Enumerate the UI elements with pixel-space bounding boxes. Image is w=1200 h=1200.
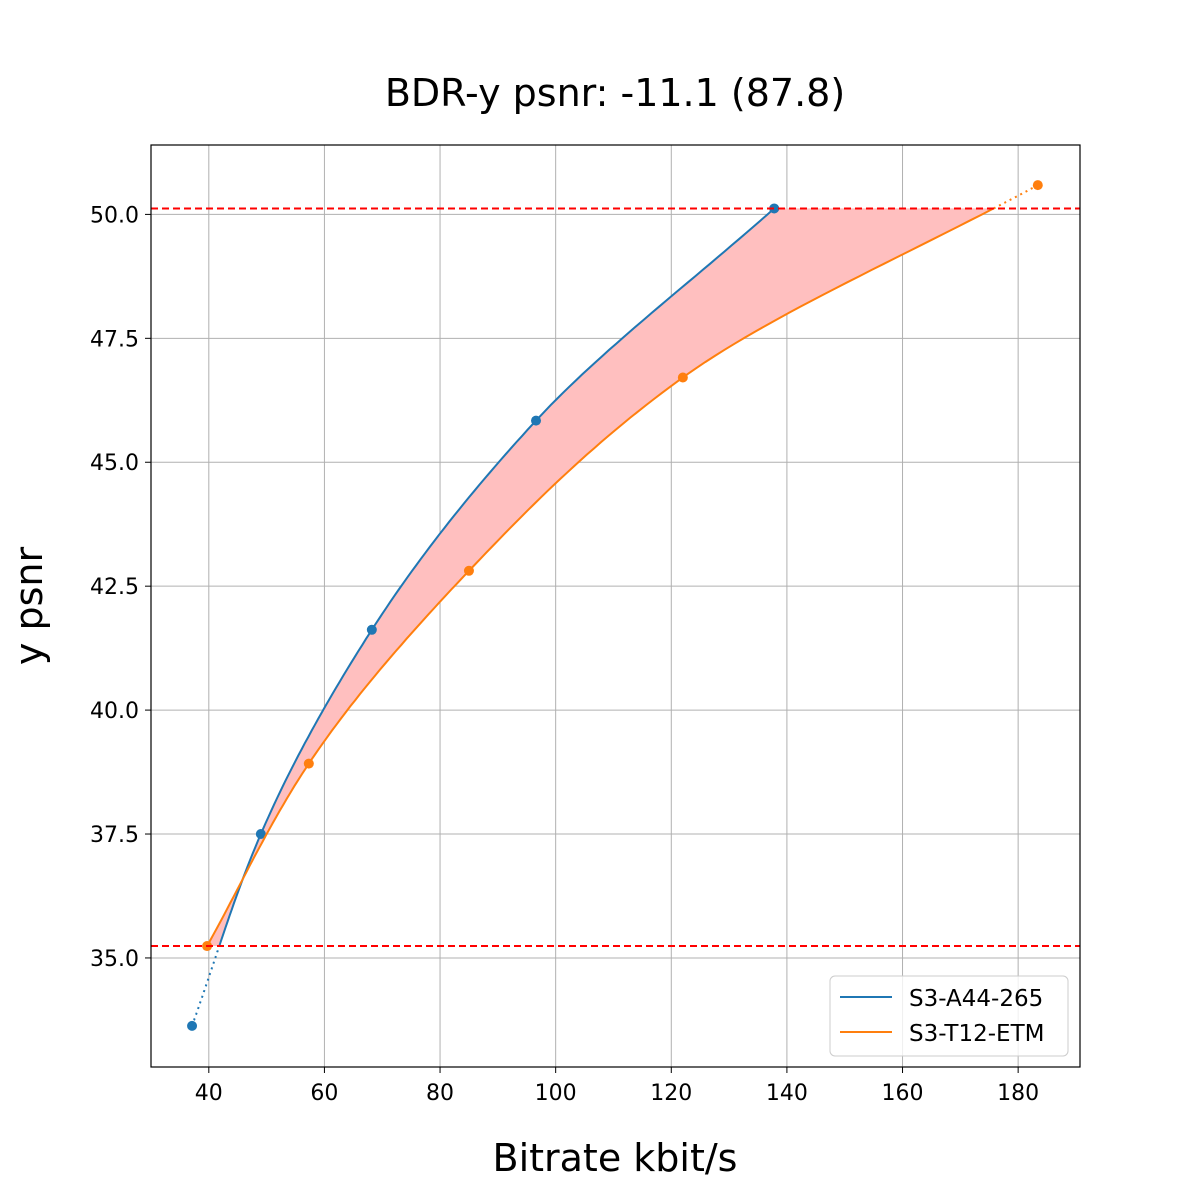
bdr-fill-polygon (207, 208, 994, 946)
chart-title: BDR-y psnr: -11.1 (87.8) (385, 71, 845, 115)
bdr-fill-area (207, 208, 994, 946)
data-point-0 (366, 624, 377, 635)
series-extrapolation-0 (191, 945, 221, 1027)
x-tick-label: 140 (766, 1081, 808, 1106)
data-point-0 (255, 829, 266, 840)
grid (151, 145, 1080, 1067)
y-tick-label: 37.5 (90, 823, 139, 848)
y-tick-label: 42.5 (90, 575, 139, 600)
y-tick-label: 40.0 (90, 699, 139, 724)
data-point-1 (1032, 180, 1043, 191)
data-point-1 (303, 758, 314, 769)
x-tick-label: 40 (195, 1081, 223, 1106)
threshold-lines (151, 207, 1080, 948)
plot-frame (150, 144, 1081, 1068)
data-point-1 (463, 565, 474, 576)
y-axis-label: y psnr (7, 547, 51, 666)
x-tick-label: 160 (882, 1081, 924, 1106)
x-tick-label: 100 (535, 1081, 577, 1106)
legend: S3-A44-265 S3-T12-ETM (829, 975, 1069, 1057)
x-axis-label: Bitrate kbit/s (493, 1136, 738, 1180)
y-tick-label: 35.0 (90, 947, 139, 972)
data-point-0 (187, 1020, 198, 1031)
series-lines (187, 180, 1043, 1031)
x-tick-label: 120 (650, 1081, 692, 1106)
series-line-0 (218, 207, 775, 947)
data-point-0 (531, 415, 542, 426)
data-point-0 (769, 203, 780, 214)
y-tick-label: 50.0 (90, 203, 139, 228)
x-tick-label: 80 (426, 1081, 454, 1106)
x-tick-label: 60 (310, 1081, 338, 1106)
y-tick-label: 45.0 (90, 451, 139, 476)
x-tick-label: 180 (997, 1081, 1039, 1106)
series-extrapolation-1 (993, 184, 1039, 210)
data-point-1 (677, 372, 688, 383)
ticks: 40 60 80 100 120 140 160 180 35.0 37.5 40.0 42.5 45.… (90, 203, 1039, 1106)
y-tick-label: 47.5 (90, 327, 139, 352)
series-line-1 (206, 207, 995, 947)
legend-label-0: S3-A44-265 (909, 986, 1043, 1012)
legend-label-1: S3-T12-ETM (909, 1021, 1044, 1047)
